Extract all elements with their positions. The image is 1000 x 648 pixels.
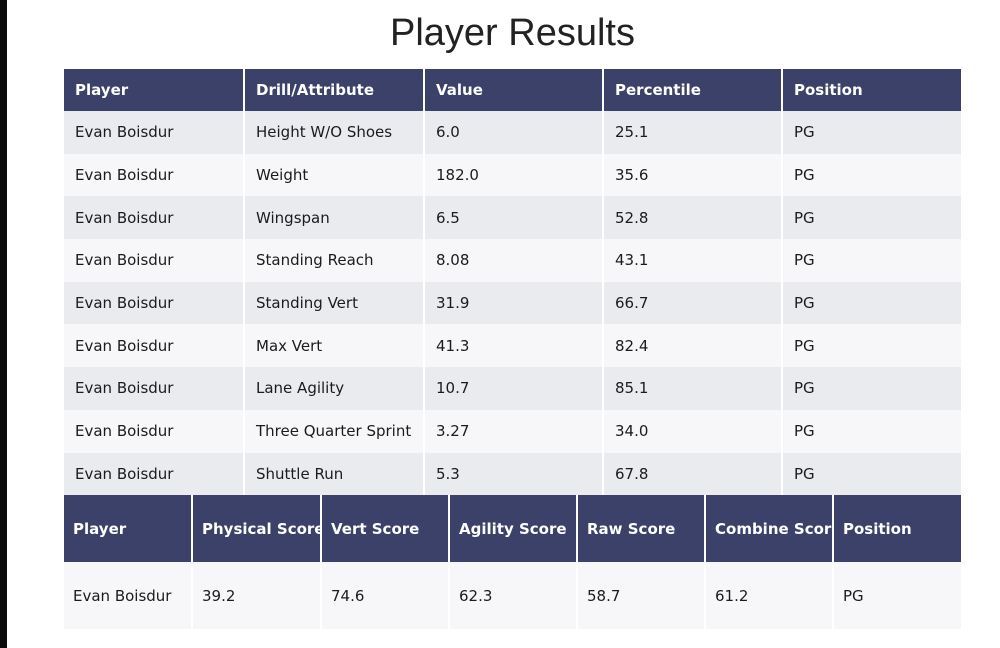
table-cell: 35.6 [603,153,783,197]
table-cell: 62.3 [449,562,578,629]
table-row: Evan Boisdur Weight 182.0 35.6 PG [64,153,961,197]
table-cell: Max Vert [244,324,425,368]
header-cell: Position [833,495,961,562]
table-header-row: Player Drill/Attribute Value Percentile … [64,69,961,111]
window-edge [0,0,7,648]
table-cell: PG [782,452,961,496]
header-cell: Vert Score [321,495,450,562]
table-row: Evan Boisdur 39.2 74.6 62.3 58.7 61.2 PG [64,562,961,629]
table-cell: 43.1 [603,239,783,282]
table-cell: Evan Boisdur [64,324,245,368]
page-title: Player Results [390,12,635,54]
table-cell: Evan Boisdur [64,367,245,410]
table-cell: Weight [244,153,425,197]
table-cell: PG [782,239,961,282]
table-row: Evan Boisdur Standing Reach 8.08 43.1 PG [64,239,961,282]
header-cell: Player [64,495,193,562]
header-cell: Player [64,69,245,111]
table-cell: PG [782,281,961,325]
table-row: Evan Boisdur Three Quarter Sprint 3.27 34.0… [64,409,961,453]
table-cell: 31.9 [424,281,604,325]
header-cell: Physical Score [192,495,322,562]
header-cell: Raw Score [577,495,706,562]
table-cell: 6.5 [424,196,604,240]
table-cell: PG [782,324,961,368]
table-cell: 52.8 [603,196,783,240]
table-cell: Lane Agility [244,367,425,410]
table-cell: PG [782,367,961,410]
table-cell: PG [782,196,961,240]
table-header-row: Player Physical Score Vert Score Agility… [64,495,961,562]
table-cell: 82.4 [603,324,783,368]
table-cell: 25.1 [603,111,783,154]
table-cell: 6.0 [424,111,604,154]
table-cell: Evan Boisdur [64,196,245,240]
table-cell: Evan Boisdur [64,281,245,325]
table-row: Evan Boisdur Standing Vert 31.9 66.7 PG [64,281,961,325]
header-cell: Value [424,69,604,111]
table-cell: Standing Reach [244,239,425,282]
table-cell: 182.0 [424,153,604,197]
header-cell: Percentile [603,69,783,111]
table-cell: Evan Boisdur [64,562,193,629]
table-cell: Evan Boisdur [64,409,245,453]
table-cell: 5.3 [424,452,604,496]
table-cell: 61.2 [705,562,834,629]
table-cell: 66.7 [603,281,783,325]
table-cell: Wingspan [244,196,425,240]
table-cell: 3.27 [424,409,604,453]
table-cell: 58.7 [577,562,706,629]
table-cell: PG [833,562,961,629]
table-cell: 34.0 [603,409,783,453]
table-cell: 41.3 [424,324,604,368]
table-cell: 85.1 [603,367,783,410]
table-cell: Height W/O Shoes [244,111,425,154]
table-cell: 8.08 [424,239,604,282]
table-cell: 67.8 [603,452,783,496]
table-row: Evan Boisdur Max Vert 41.3 82.4 PG [64,324,961,368]
table-row: Evan Boisdur Shuttle Run 5.3 67.8 PG [64,452,961,496]
scores-table: Player Physical Score Vert Score Agility… [64,495,961,629]
table-cell: Evan Boisdur [64,111,245,154]
table-cell: Evan Boisdur [64,239,245,282]
table-row: Evan Boisdur Lane Agility 10.7 85.1 PG [64,367,961,410]
table-cell: Three Quarter Sprint [244,409,425,453]
results-table: Player Drill/Attribute Value Percentile … [64,69,961,496]
table-cell: 74.6 [321,562,450,629]
table-cell: PG [782,409,961,453]
header-cell: Drill/Attribute [244,69,425,111]
table-cell: 10.7 [424,367,604,410]
table-cell: 39.2 [192,562,322,629]
table-cell: PG [782,153,961,197]
table-cell: PG [782,111,961,154]
table-cell: Shuttle Run [244,452,425,496]
header-cell: Combine Score [705,495,834,562]
table-row: Evan Boisdur Wingspan 6.5 52.8 PG [64,196,961,240]
header-cell: Agility Score [449,495,578,562]
table-cell: Standing Vert [244,281,425,325]
table-row: Evan Boisdur Height W/O Shoes 6.0 25.1 PG [64,111,961,154]
table-cell: Evan Boisdur [64,153,245,197]
table-cell: Evan Boisdur [64,452,245,496]
header-cell: Position [782,69,961,111]
